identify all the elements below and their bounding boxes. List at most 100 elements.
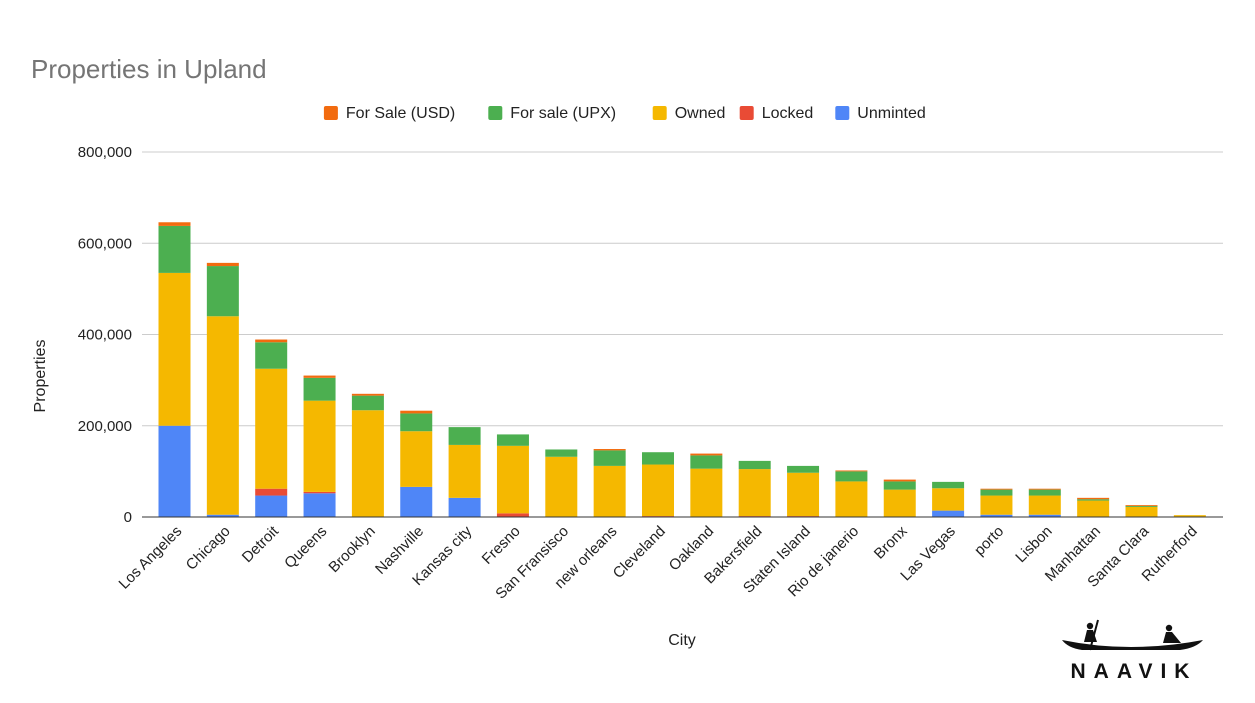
bar-segment xyxy=(1077,499,1110,501)
bar-segment xyxy=(400,486,433,517)
legend-label: For sale (UPX) xyxy=(510,105,616,122)
legend-label: For Sale (USD) xyxy=(346,105,455,122)
legend: For Sale (USD) For sale (UPX) Owned Locked U… xyxy=(323,105,926,122)
bar-segment xyxy=(158,272,191,426)
x-axis-title: City xyxy=(668,632,696,649)
bar-segment xyxy=(883,489,916,517)
x-tick-label: Lisbon xyxy=(1012,523,1055,566)
bars xyxy=(158,222,1206,518)
bar-segment xyxy=(303,491,336,494)
bar-segment xyxy=(690,453,723,456)
bar-segment xyxy=(690,468,723,517)
bar-segment xyxy=(1028,495,1061,515)
chart-title: Properties in Upland xyxy=(31,54,267,84)
bar-segment xyxy=(593,449,626,451)
bar-segment xyxy=(206,514,239,517)
bar-segment xyxy=(1125,506,1158,507)
bar-segment xyxy=(255,495,288,517)
bar-segment xyxy=(206,262,239,267)
bar-segment xyxy=(545,449,578,457)
bar-segment xyxy=(932,510,965,517)
x-tick-label: Detroit xyxy=(239,522,283,566)
x-tick-label: Fresno xyxy=(479,523,524,568)
bar-segment xyxy=(303,400,336,492)
bar-segment xyxy=(738,469,771,517)
bar-segment xyxy=(255,342,288,369)
legend-swatch xyxy=(739,106,754,120)
x-tick-label: porto xyxy=(971,523,1007,559)
bar-segment xyxy=(255,339,288,343)
bar-segment xyxy=(206,266,239,317)
bar-segment xyxy=(690,455,723,469)
bar-segment xyxy=(255,488,288,496)
bar-segment xyxy=(932,481,965,489)
legend-label: Owned xyxy=(675,105,726,122)
brand-logo: NAAVIK xyxy=(1062,619,1203,683)
bar-segment xyxy=(448,427,481,445)
y-tick-label: 0 xyxy=(124,509,132,526)
y-tick-label: 400,000 xyxy=(78,327,132,344)
brand-name: NAAVIK xyxy=(1071,660,1198,683)
bar-segment xyxy=(351,393,384,396)
boat-with-rowers-icon xyxy=(1062,619,1203,651)
bar-segment xyxy=(593,450,626,466)
bar-segment xyxy=(980,495,1013,515)
bar-segment xyxy=(545,456,578,517)
bar-segment xyxy=(303,377,336,401)
bar-segment xyxy=(496,445,529,514)
bar-segment xyxy=(787,472,820,517)
bar-segment xyxy=(835,470,868,472)
bar-segment xyxy=(158,225,191,273)
bar-segment xyxy=(1028,488,1061,490)
bar-segment xyxy=(400,413,433,432)
legend-swatch xyxy=(323,106,338,120)
bar-segment xyxy=(1125,506,1158,517)
bar-segment xyxy=(496,513,529,517)
bar-segment xyxy=(1077,497,1110,500)
legend-swatch xyxy=(488,106,503,120)
bar-segment xyxy=(303,493,336,517)
bar-segment xyxy=(496,434,529,446)
y-axis-ticks: 0 200,000 400,000 600,000 800,000 xyxy=(78,144,132,526)
bar-segment xyxy=(738,460,771,470)
legend-swatch xyxy=(652,106,667,120)
bar-segment xyxy=(883,479,916,482)
bar-segment xyxy=(1028,514,1061,517)
bar-segment xyxy=(1077,500,1110,517)
bar-segment xyxy=(642,464,674,517)
legend-label: Unminted xyxy=(857,105,925,122)
bar-segment xyxy=(787,465,820,473)
bar-segment xyxy=(158,222,191,226)
y-tick-label: 600,000 xyxy=(78,235,132,252)
bar-segment xyxy=(980,489,1013,496)
x-tick-label: Brooklyn xyxy=(325,523,378,576)
bar-segment xyxy=(835,481,868,517)
bar-segment xyxy=(400,410,433,414)
bar-segment xyxy=(835,471,868,482)
bar-segment xyxy=(255,368,288,489)
bar-segment xyxy=(448,497,481,517)
legend-label: Locked xyxy=(762,105,814,122)
y-axis-title: Properties xyxy=(32,340,49,413)
bar-segment xyxy=(1125,505,1158,507)
bar-segment xyxy=(206,316,239,515)
bar-segment xyxy=(642,452,674,465)
x-tick-label: Queens xyxy=(281,523,330,572)
legend-swatch xyxy=(835,106,850,120)
x-tick-label: Chicago xyxy=(183,523,234,574)
bar-segment xyxy=(448,444,481,498)
bar-segment xyxy=(1028,489,1061,496)
bar-segment xyxy=(980,514,1013,517)
gridlines xyxy=(142,151,1223,427)
y-tick-label: 800,000 xyxy=(78,144,132,161)
x-tick-label: Bronx xyxy=(871,522,911,562)
bar-segment xyxy=(351,410,384,517)
bar-segment xyxy=(1173,515,1206,517)
y-tick-label: 200,000 xyxy=(78,418,132,435)
bar-segment xyxy=(980,488,1013,490)
bar-segment xyxy=(593,465,626,517)
x-tick-label: Cleveland xyxy=(610,523,669,582)
bar-segment xyxy=(351,395,384,411)
